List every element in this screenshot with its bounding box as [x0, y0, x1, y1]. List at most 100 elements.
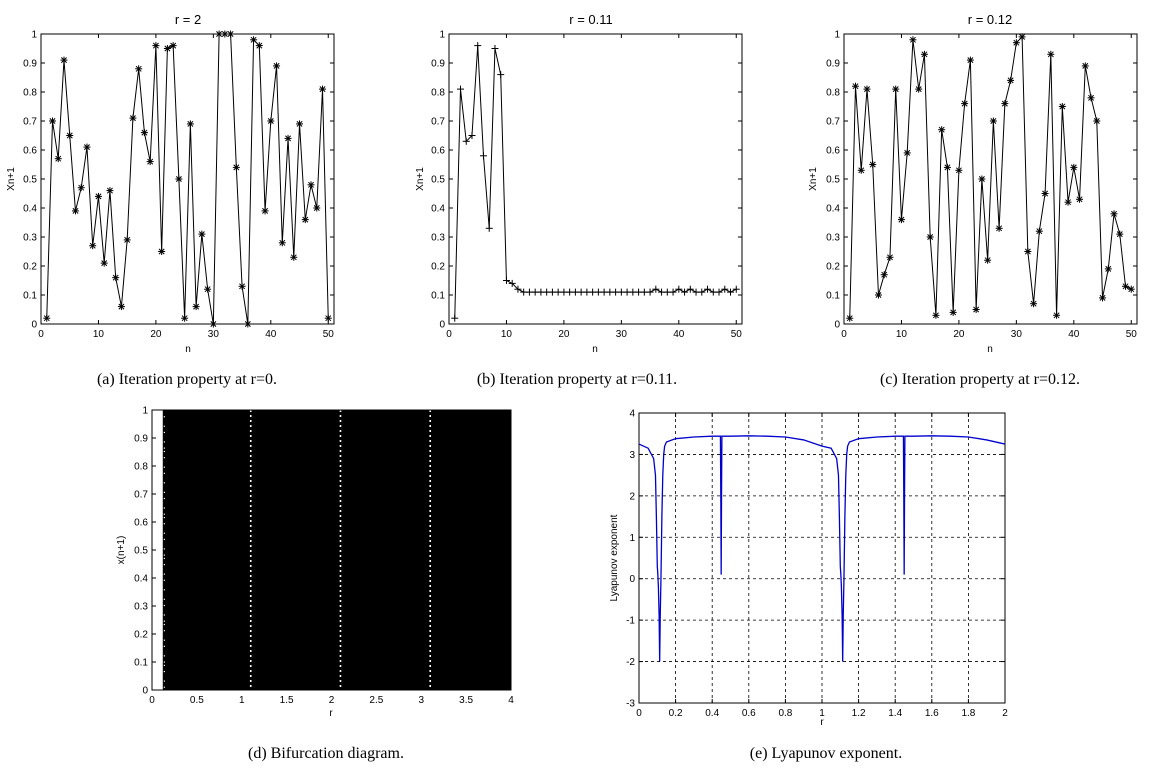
plot-background	[449, 34, 742, 324]
bifurcation-point	[163, 630, 165, 632]
y-tick-label: -3	[626, 699, 635, 710]
data-point	[978, 175, 986, 183]
panel-b: r = 0.11 0 10 20 30 40 5000.10.20.30.40.50.60…	[415, 12, 743, 388]
data-point	[319, 85, 327, 93]
panel-b-xlabel: n	[592, 344, 598, 355]
bifurcation-point	[163, 507, 165, 509]
panel-d-plot: 0 0.5 1 1.5 2 2.5 3 3.5 4 0 0.1 0.2 0.3 0.4 0.5 0.6 0.7 0…	[134, 406, 514, 707]
data-point	[972, 306, 980, 313]
x-tick-label: 40	[673, 329, 685, 340]
x-tick-label: 1	[239, 695, 245, 706]
data-point	[502, 277, 510, 284]
data-point	[456, 85, 464, 93]
x-tick-label: 0	[446, 329, 452, 340]
bifurcation-point	[163, 482, 165, 484]
x-tick-label: 2	[1002, 708, 1008, 719]
data-point	[451, 314, 459, 322]
y-tick-label: 1	[31, 30, 37, 41]
bifurcation-point	[163, 557, 165, 560]
data-point	[886, 253, 894, 261]
bifurcation-point	[163, 664, 165, 666]
data-point	[966, 56, 974, 64]
y-tick-label: 0.4	[826, 204, 840, 215]
y-tick-label: 0.4	[431, 204, 445, 215]
data-point	[468, 132, 476, 139]
data-point	[851, 82, 859, 90]
data-point	[106, 187, 114, 195]
data-point	[1122, 282, 1130, 290]
panel-e-caption: (e) Lyapunov exponent.	[750, 745, 902, 762]
panel-a-plot: 0 10 20 30 40 50 0 0.1 0.2 0.3 0.4 0.5 0.6 0.7 0.8 0.9 1	[23, 30, 335, 340]
bifurcation-point	[163, 579, 165, 581]
data-point	[880, 271, 888, 279]
y-tick-label: 0.6	[23, 146, 37, 157]
data-point	[175, 175, 183, 183]
bifurcation-point	[163, 457, 165, 459]
y-tick-label: 0.7	[826, 117, 840, 128]
bifurcation-point	[163, 450, 165, 453]
data-point	[715, 288, 723, 296]
y-tick-label: 0.3	[134, 602, 148, 613]
data-point	[238, 282, 246, 290]
data-point	[307, 181, 315, 189]
data-point	[681, 288, 689, 296]
y-tick-label: 1	[834, 30, 840, 41]
bifurcation-point	[163, 670, 165, 673]
panel-e-ylabel: Lyapunov exponent	[609, 514, 620, 601]
axes-frame	[151, 409, 512, 691]
bifurcation-point	[163, 614, 165, 616]
data-point	[129, 114, 137, 122]
y-tick-label: 0.8	[826, 88, 840, 99]
data-point	[863, 85, 871, 93]
y-tick-label: 0.1	[23, 291, 37, 302]
data-point	[1110, 210, 1118, 218]
panel-c-title: r = 0.12	[968, 12, 1012, 27]
bifurcation-point	[163, 686, 165, 688]
data-point	[146, 158, 154, 166]
panel-c: r = 0.12 0 10 20 30 40 5000.10.20.30.40.50.60…	[808, 12, 1138, 388]
x-tick-label: 1.2	[852, 708, 866, 719]
plot-background	[41, 34, 334, 324]
bifurcation-point	[163, 554, 165, 556]
x-tick-label: 30	[208, 329, 220, 340]
y-tick-label: 3	[629, 450, 635, 461]
data-point	[284, 134, 292, 142]
y-tick-label: 0.2	[134, 630, 148, 641]
data-point	[152, 42, 160, 50]
data-point	[261, 207, 269, 215]
panel-b-ylabel: Xn+1	[415, 167, 426, 191]
chaotic-band	[162, 410, 511, 690]
y-tick-label: 1	[142, 406, 148, 417]
data-point	[186, 120, 194, 128]
data-point	[123, 236, 131, 244]
panel-e-plot: 0 0.2 0.4 0.6 0.8 1 1.2 1.4 1.6 1.8 2 -3 -2 -1 0 1 2 3 4	[626, 409, 1008, 720]
y-tick-label: 0.6	[134, 518, 148, 529]
x-tick-label: 3.5	[459, 695, 473, 706]
data-point	[1018, 33, 1026, 41]
data-point	[497, 71, 505, 79]
x-tick-label: 30	[1011, 329, 1023, 340]
data-point	[301, 216, 309, 224]
data-point	[892, 85, 900, 93]
data-point	[313, 204, 321, 212]
data-point	[932, 311, 940, 319]
data-point	[732, 285, 740, 293]
y-tick-label: 0.7	[431, 117, 445, 128]
data-point	[1030, 300, 1038, 308]
x-tick-label: 10	[896, 329, 908, 340]
data-point	[915, 85, 923, 93]
y-tick-label: 0	[834, 320, 840, 331]
data-point	[897, 216, 905, 224]
panel-b-title: r = 0.11	[569, 12, 612, 27]
y-tick-label: 0.5	[826, 175, 840, 186]
y-tick-label: 1	[629, 533, 635, 544]
y-tick-label: 0.8	[431, 88, 445, 99]
x-tick-label: 0	[149, 695, 155, 706]
data-point	[995, 224, 1003, 232]
data-point	[60, 56, 68, 64]
y-tick-label: 0.5	[431, 175, 445, 186]
y-tick-label: 0.9	[826, 59, 840, 70]
bifurcation-point	[163, 516, 165, 519]
x-tick-label: 50	[731, 329, 743, 340]
x-tick-label: 0.5	[190, 695, 204, 706]
